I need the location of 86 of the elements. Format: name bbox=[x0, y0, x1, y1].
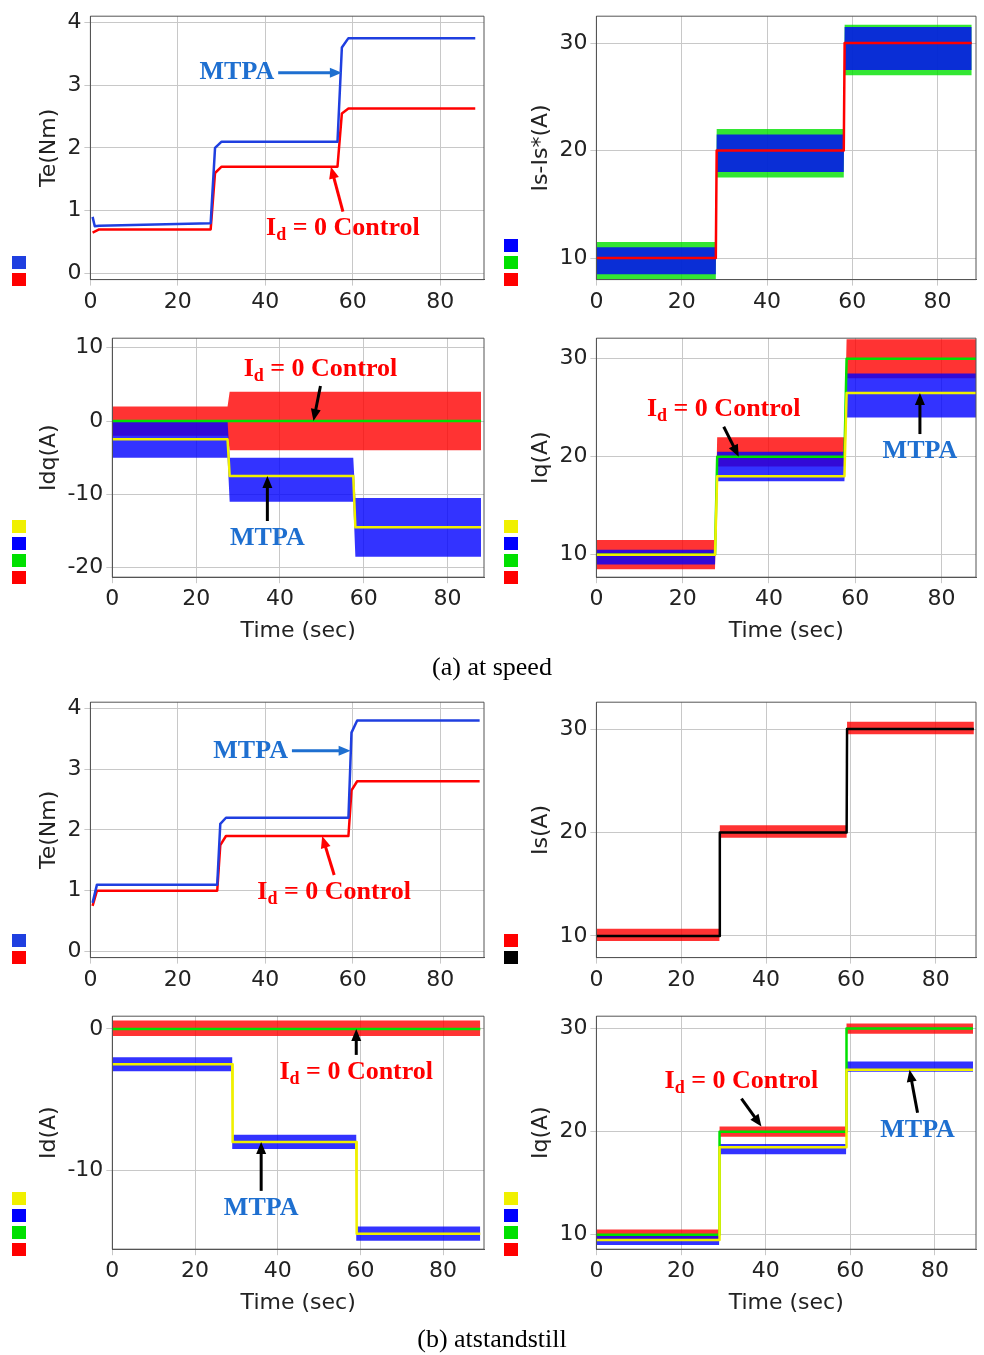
x-tick-label: 80 bbox=[433, 585, 462, 611]
y-tick-label: -20 bbox=[67, 553, 104, 579]
x-tick-label: 80 bbox=[923, 287, 952, 313]
x-tick-label: 0 bbox=[589, 965, 604, 991]
x-tick-label: 60 bbox=[838, 287, 867, 313]
text: (a) at speed bbox=[431, 652, 553, 682]
y-tick-label: 4 bbox=[67, 694, 82, 719]
y-tick-label: 1 bbox=[67, 876, 82, 902]
x-tick-label: 80 bbox=[426, 965, 455, 991]
x-tick-label: 40 bbox=[263, 1257, 292, 1283]
y-axis-title: Is(A) bbox=[526, 804, 552, 855]
y-tick-label: 1 bbox=[67, 196, 82, 222]
y-tick-label: 2 bbox=[67, 133, 82, 159]
y-tick-label: 10 bbox=[559, 243, 588, 269]
y-tick-label: 4 bbox=[67, 8, 82, 34]
x-tick-label: 40 bbox=[754, 585, 783, 611]
x-tick-label: 60 bbox=[338, 287, 367, 313]
y-tick-label: 10 bbox=[75, 333, 104, 359]
x-axis-title: Time (sec) bbox=[239, 1288, 356, 1314]
y-tick-label: 3 bbox=[67, 70, 82, 96]
y-tick-label: 30 bbox=[559, 1014, 588, 1040]
y-tick-label: 20 bbox=[559, 136, 588, 162]
y-tick-label: 0 bbox=[67, 259, 82, 285]
x-tick-label: 60 bbox=[346, 1257, 375, 1283]
x-axis-title: Time (sec) bbox=[239, 616, 356, 642]
y-axis-title: Iq(A) bbox=[526, 431, 552, 485]
x-tick-label: 80 bbox=[920, 1257, 949, 1283]
y-axis-title: Iq(A) bbox=[526, 1106, 552, 1160]
x-tick-label: 20 bbox=[163, 287, 192, 313]
y-tick-label: 3 bbox=[67, 754, 82, 780]
y-tick-label: 10 bbox=[559, 540, 588, 566]
y-tick-label: 30 bbox=[559, 28, 588, 54]
annotation: MTPA bbox=[223, 1191, 299, 1221]
y-tick-label: 30 bbox=[559, 344, 588, 370]
x-tick-label: 60 bbox=[349, 585, 378, 611]
y-axis-title: Idq(A) bbox=[34, 424, 60, 492]
x-tick-label: 40 bbox=[753, 287, 781, 313]
y-tick-label: 10 bbox=[559, 921, 588, 947]
x-tick-label: 40 bbox=[265, 585, 294, 611]
y-tick-label: 0 bbox=[89, 1014, 104, 1040]
y-tick-label: 30 bbox=[559, 714, 588, 740]
annotation: MTPA bbox=[199, 56, 275, 86]
x-tick-label: 20 bbox=[181, 1257, 210, 1283]
y-axis-title: Id(A) bbox=[34, 1106, 60, 1160]
text: (b) atstandstill bbox=[416, 1324, 568, 1354]
y-tick-label: 20 bbox=[559, 1117, 588, 1143]
x-tick-label: 20 bbox=[667, 965, 696, 991]
annotation: MTPA bbox=[880, 1113, 956, 1143]
x-tick-label: 0 bbox=[105, 585, 120, 611]
x-tick-label: 60 bbox=[836, 965, 865, 991]
x-tick-label: 80 bbox=[921, 965, 950, 991]
y-tick-label: 20 bbox=[559, 442, 588, 468]
y-tick-label: -10 bbox=[67, 480, 104, 506]
annotation: MTPA bbox=[230, 521, 305, 551]
x-tick-label: 40 bbox=[251, 965, 280, 991]
x-tick-label: 0 bbox=[589, 287, 604, 313]
annotation: MTPA bbox=[882, 434, 958, 464]
x-tick-label: 20 bbox=[182, 585, 211, 611]
y-axis-title: Is-Is*(A) bbox=[526, 104, 552, 192]
x-axis-title: Time (sec) bbox=[727, 1288, 844, 1314]
x-tick-label: 60 bbox=[338, 965, 367, 991]
x-tick-label: 20 bbox=[667, 287, 696, 313]
annotation: MTPA bbox=[213, 734, 289, 764]
x-tick-label: 60 bbox=[836, 1257, 865, 1283]
x-tick-label: 80 bbox=[927, 585, 956, 611]
y-axis-title: Te(Nm) bbox=[34, 790, 60, 871]
x-tick-label: 80 bbox=[429, 1257, 458, 1283]
y-tick-label: 10 bbox=[559, 1220, 588, 1246]
y-tick-label: 0 bbox=[67, 937, 82, 963]
x-tick-label: 40 bbox=[752, 965, 781, 991]
x-tick-label: 40 bbox=[751, 1257, 780, 1283]
x-tick-label: 60 bbox=[841, 585, 870, 611]
x-tick-label: 20 bbox=[668, 585, 697, 611]
y-tick-label: 2 bbox=[67, 815, 82, 841]
x-tick-label: 0 bbox=[105, 1257, 120, 1283]
x-tick-label: 0 bbox=[589, 1257, 604, 1283]
y-axis-title: Te(Nm) bbox=[34, 108, 60, 189]
y-tick-label: 0 bbox=[89, 406, 104, 432]
x-tick-label: 0 bbox=[589, 585, 604, 611]
y-tick-label: -10 bbox=[67, 1155, 104, 1181]
x-tick-label: 40 bbox=[251, 287, 280, 313]
x-tick-label: 20 bbox=[163, 965, 192, 991]
y-tick-label: 20 bbox=[559, 818, 588, 844]
x-tick-label: 80 bbox=[426, 287, 455, 313]
x-tick-label: 20 bbox=[667, 1257, 696, 1283]
x-axis-title: Time (sec) bbox=[727, 616, 844, 642]
